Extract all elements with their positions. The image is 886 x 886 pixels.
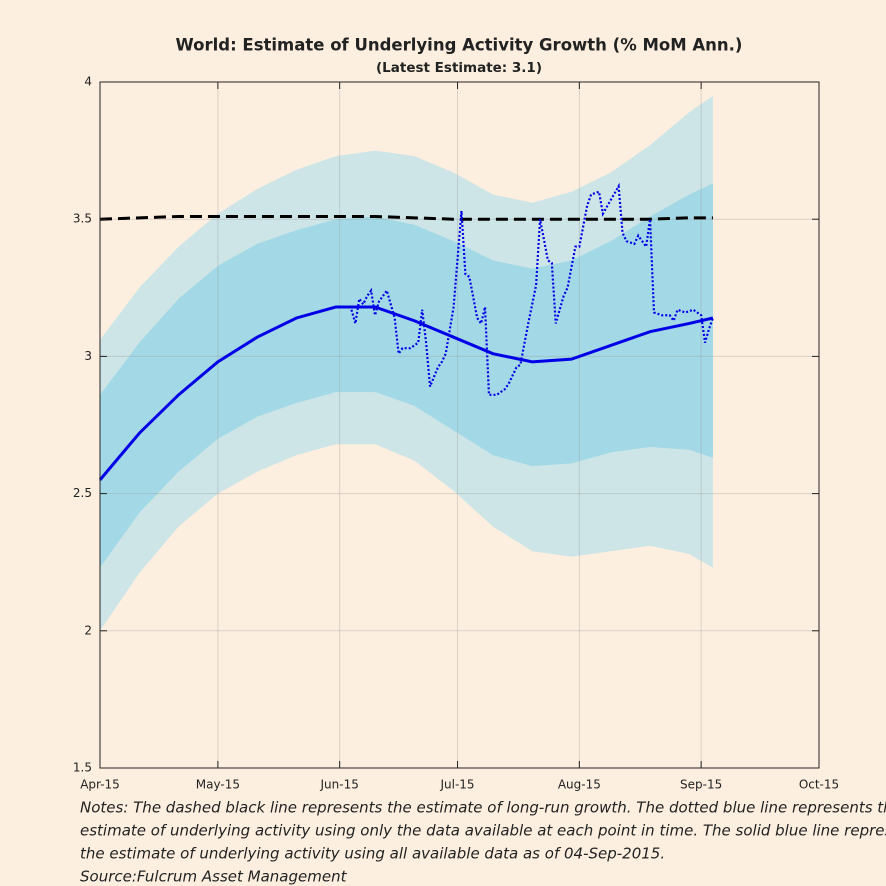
note-line: the estimate of underlying activity usin…	[80, 845, 665, 863]
x-tick-label: Oct-15	[799, 778, 839, 792]
note-line: Notes: The dashed black line represents …	[80, 799, 886, 817]
x-tick-label: Jul-15	[439, 778, 474, 792]
y-tick-label: 2	[84, 623, 92, 637]
x-tick-label: Aug-15	[558, 778, 601, 792]
y-tick-label: 3	[84, 349, 92, 363]
y-tick-label: 4	[84, 75, 92, 89]
x-tick-label: Sep-15	[680, 778, 722, 792]
confidence-band	[100, 183, 713, 568]
source: Source:Fulcrum Asset Management	[80, 868, 348, 886]
x-tick-label: Apr-15	[80, 778, 120, 792]
plot-frame	[99, 81, 820, 769]
chart-subtitle: (Latest Estimate: 3.1)	[376, 60, 542, 76]
series-line	[99, 214, 713, 221]
axes: 1.5 2 2.5 3 3.5 4 Apr-15 May-15 Jun-15 Jul-15 Aug-…	[73, 75, 839, 792]
note-line: estimate of underlying activity using on…	[80, 822, 886, 840]
y-tick-label: 1.5	[73, 761, 92, 775]
x-tick-label: May-15	[196, 778, 240, 792]
chart-title: World: Estimate of Underlying Activity G…	[176, 36, 743, 55]
y-tick-label: 2.5	[73, 486, 92, 500]
y-tick-label: 3.5	[73, 212, 92, 226]
x-tick-label: Jun-15	[319, 778, 358, 792]
series-line	[98, 305, 714, 481]
